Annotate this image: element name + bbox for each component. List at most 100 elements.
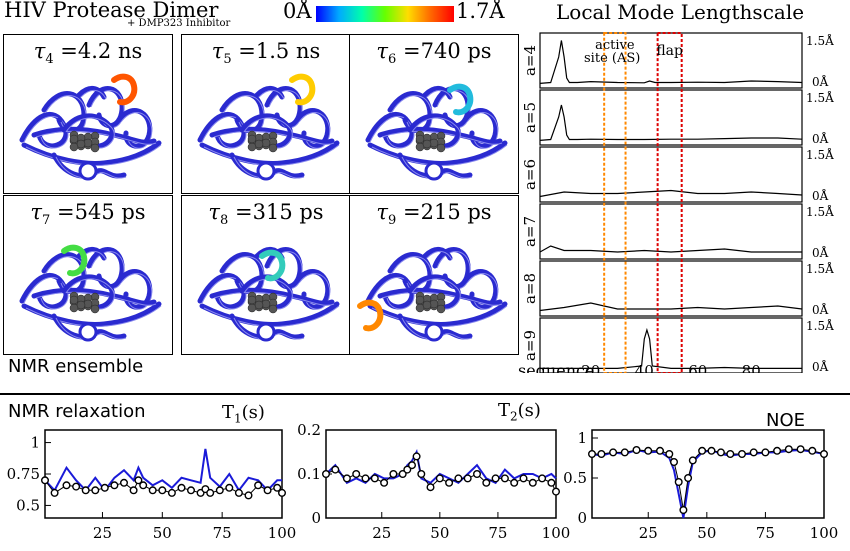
experiment-point (679, 505, 688, 514)
experiment-point (749, 448, 758, 457)
lm-ybottom-label: 0Å (812, 188, 829, 203)
lm-row-label: a=6 (521, 159, 539, 190)
experiment-point (707, 446, 716, 455)
lm-ytop-label: 1.5Å (806, 261, 834, 276)
experiment-point (41, 476, 50, 485)
experiment-point (426, 483, 435, 492)
experiment-point (273, 483, 282, 492)
lm-row-frame (539, 146, 803, 203)
lm-series-line (539, 189, 803, 198)
experiment-point (158, 486, 167, 495)
active-site-label: active (595, 38, 635, 53)
lm-series-line (540, 327, 802, 369)
experiment-point (552, 487, 561, 496)
experiment-point (81, 486, 90, 495)
lm-series-line (539, 302, 803, 312)
lm-ybottom-label: 0Å (812, 359, 829, 373)
t2-axis-label: T2(s) (498, 400, 541, 424)
lm-row-label: a=7 (521, 216, 539, 247)
experiment-point (538, 474, 547, 483)
experiment-series-line (44, 479, 283, 496)
experiment-point (352, 470, 361, 479)
experiment-point (644, 446, 653, 455)
experiment-point (134, 476, 143, 485)
experiment-point (100, 483, 109, 492)
ytick-label: 1 (577, 429, 587, 447)
protein-ribbon-image (19, 244, 162, 342)
experiment-point (698, 446, 707, 455)
experiment-point (670, 458, 679, 467)
experiment-point (665, 450, 674, 459)
experiment-point (510, 478, 519, 487)
experiment-point (528, 478, 537, 487)
experiment-point (331, 465, 340, 474)
noe-axis-label: NOE (766, 410, 806, 431)
experiment-point (148, 486, 157, 495)
flap-region (656, 32, 683, 373)
lm-row-frame (539, 260, 803, 317)
experiment-point (139, 481, 148, 490)
structure-panel-tau6: τ6 =740 ps (349, 34, 519, 194)
lm-series-line (539, 40, 803, 84)
experiment-point (463, 474, 472, 483)
xtick-label: 25 (93, 524, 112, 542)
experiment-point (519, 474, 528, 483)
experiment-point (547, 478, 556, 487)
experiment-point (820, 450, 829, 459)
ytick-label: 0.5 (563, 469, 587, 487)
panel-timescale-label: τ8 =315 ps (208, 200, 324, 229)
experiment-point (62, 481, 71, 490)
protein-ribbon-image (197, 247, 340, 342)
experiment-point (632, 446, 641, 455)
lm-row-frame (539, 317, 803, 373)
lm-ytop-label: 1.5Å (806, 204, 834, 219)
experiment-point (225, 483, 234, 492)
experiment-point (684, 474, 693, 483)
experiment-series-line (325, 455, 557, 492)
experiment-point (688, 456, 697, 465)
experiment-point (244, 491, 253, 500)
xtick-label: 25 (639, 524, 658, 542)
ytick-label: 0.2 (297, 421, 321, 439)
protein-ribbon-image (197, 73, 340, 181)
colorscale-min-label: 0Å (283, 0, 312, 23)
lm-ybottom-label: 0Å (812, 302, 829, 317)
lm-row-label: a=9 (521, 330, 539, 361)
experiment-point (110, 481, 119, 490)
relax-chart-frame (44, 429, 283, 519)
lm-row-frame (539, 32, 803, 89)
panel-timescale-label: τ5 =1.5 ns (211, 39, 321, 68)
experiment-point (674, 478, 683, 487)
experiment-point (609, 448, 618, 457)
figure-subtitle: + DMP323 Inhibitor (127, 18, 231, 29)
experiment-point (263, 486, 272, 495)
lm-row-label: a=4 (521, 45, 539, 76)
experiment-point (761, 448, 770, 457)
experiment-point (784, 445, 793, 454)
model-series-line (44, 448, 282, 493)
xtick-label: 75 (213, 524, 232, 542)
experiment-point (417, 470, 426, 479)
xtick-label: 100 (268, 524, 297, 542)
experiment-point (403, 465, 412, 474)
experiment-point (177, 483, 186, 492)
protein-ribbon-image (365, 83, 508, 181)
experiment-point (254, 481, 263, 490)
ytick-label: 0.75 (7, 465, 40, 483)
flap-label: flap (656, 43, 683, 59)
experiment-point (408, 461, 417, 470)
experiment-point (435, 474, 444, 483)
xtick-label: 50 (430, 524, 449, 542)
experiment-point (129, 486, 138, 495)
structure-panel-tau8: τ8 =315 ps (181, 195, 351, 355)
panel-timescale-label: τ4 =4.2 ns (33, 39, 143, 68)
protein-ribbon-image (357, 247, 508, 342)
experiment-point (215, 486, 224, 495)
relax-chart-frame (591, 429, 825, 519)
structure-panel-tau9: τ9 =215 ps (349, 195, 519, 355)
experiment-point (322, 470, 331, 479)
ytick-label: 0 (311, 509, 321, 527)
lm-series-line (539, 104, 803, 141)
relaxation-charts: 0.5 0.75 1 25 50 75 100 0 0.1 0.2 25 50 75 100 0 0.5 1 25… (7, 421, 839, 542)
structure-panel-tau7: τ7 =545 ps (3, 195, 173, 355)
